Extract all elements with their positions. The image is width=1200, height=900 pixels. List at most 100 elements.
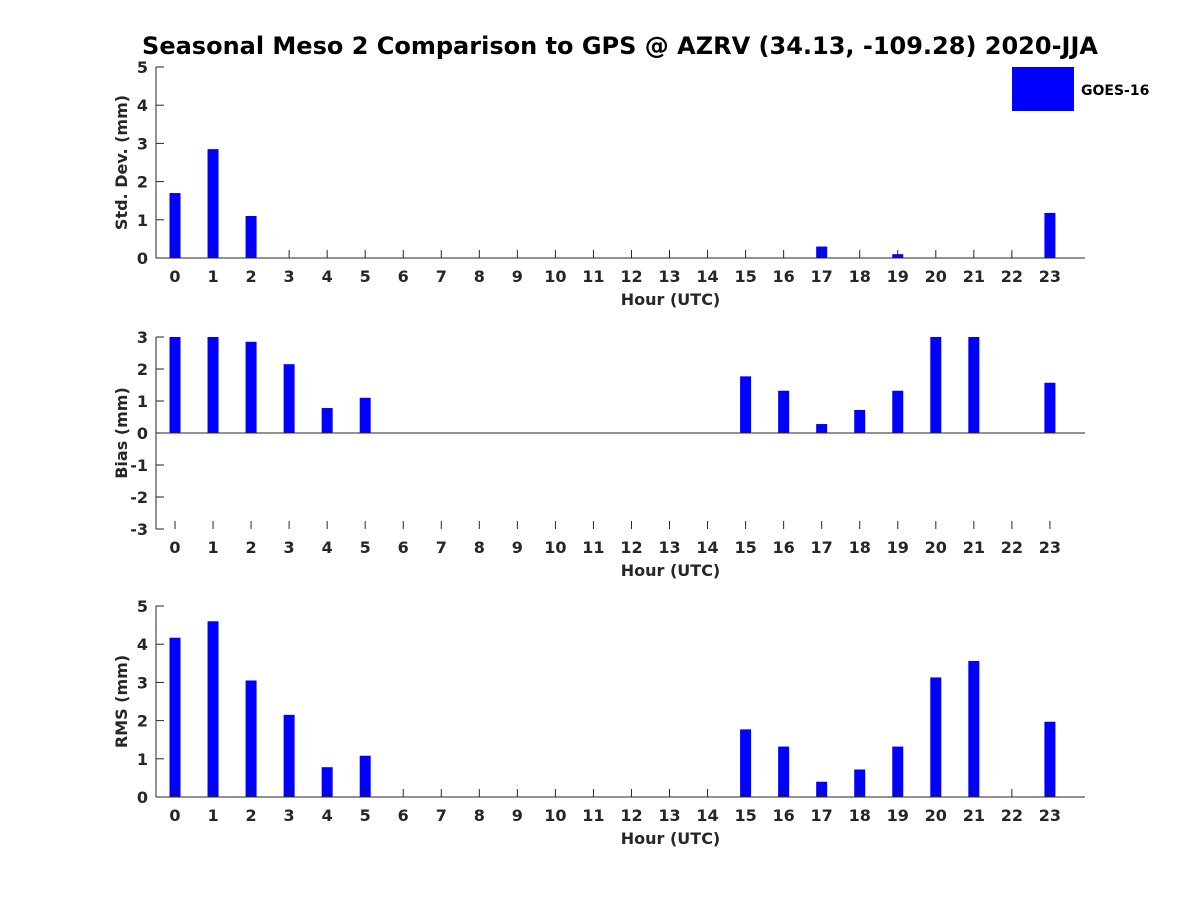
bias-x-tick-label: 21 (963, 538, 985, 557)
rms-y-axis-label: RMS (mm) (112, 655, 131, 748)
bias-y-tick-label: -1 (130, 456, 148, 475)
rms-x-tick-label: 2 (246, 806, 257, 825)
rms-bar-hour-15 (740, 729, 752, 797)
bias-x-tick-label: 16 (773, 538, 795, 557)
rms-x-tick-label: 4 (322, 806, 333, 825)
std-dev-x-tick-label: 3 (284, 267, 295, 286)
rms-x-tick-label: 18 (849, 806, 871, 825)
rms-x-tick-label: 21 (963, 806, 985, 825)
std-dev-x-tick-label: 17 (811, 267, 833, 286)
bias-x-tick-label: 13 (658, 538, 680, 557)
std-dev-x-tick-label: 5 (360, 267, 371, 286)
std-dev-y-tick-label: 0 (137, 249, 148, 268)
rms-x-tick-label: 16 (773, 806, 795, 825)
std-dev-x-tick-label: 1 (207, 267, 218, 286)
std-dev-x-tick-label: 9 (512, 267, 523, 286)
std-dev-x-tick-label: 21 (963, 267, 985, 286)
std-dev-x-tick-label: 2 (246, 267, 257, 286)
std-dev-x-tick-label: 11 (582, 267, 604, 286)
rms-x-tick-label: 8 (474, 806, 485, 825)
bias-x-tick-label: 0 (169, 538, 180, 557)
chart-title: Seasonal Meso 2 Comparison to GPS @ AZRV… (142, 32, 1098, 60)
rms-y-tick-label: 5 (137, 597, 148, 616)
std-dev-x-tick-label: 22 (1001, 267, 1023, 286)
std-dev-x-tick-label: 15 (734, 267, 756, 286)
bias-y-tick-label: 0 (137, 424, 148, 443)
rms-x-tick-label: 12 (620, 806, 642, 825)
rms-x-tick-label: 17 (811, 806, 833, 825)
std-dev-bar-hour-2 (245, 215, 257, 258)
std-dev-bar-hour-1 (207, 149, 219, 258)
rms-x-tick-label: 10 (544, 806, 566, 825)
rms-x-tick-label: 1 (207, 806, 218, 825)
legend-swatch (1012, 67, 1074, 111)
bias-y-axis-label: Bias (mm) (112, 387, 131, 479)
std-dev-y-tick-label: 5 (137, 58, 148, 77)
bias-x-axis-label: Hour (UTC) (621, 561, 721, 580)
rms-bar-hour-4 (321, 767, 333, 797)
bias-x-tick-label: 8 (474, 538, 485, 557)
std-dev-y-tick-label: 4 (137, 96, 148, 115)
rms-x-axis-label: Hour (UTC) (621, 829, 721, 848)
rms-x-tick-label: 3 (284, 806, 295, 825)
std-dev-x-tick-label: 14 (696, 267, 718, 286)
std-dev-y-tick-label: 1 (137, 211, 148, 230)
bias-bar-hour-5 (359, 397, 371, 433)
bias-y-tick-label: 2 (137, 360, 148, 379)
rms-x-tick-label: 7 (436, 806, 447, 825)
std-dev-x-tick-label: 20 (925, 267, 947, 286)
rms-bar-hour-19 (892, 746, 904, 797)
bias-y-tick-label: -2 (130, 488, 148, 507)
bias-x-tick-label: 19 (887, 538, 909, 557)
bias-x-tick-label: 3 (284, 538, 295, 557)
std-dev-x-tick-label: 12 (620, 267, 642, 286)
std-dev-x-tick-label: 19 (887, 267, 909, 286)
bias-x-tick-label: 20 (925, 538, 947, 557)
rms-y-tick-label: 4 (137, 635, 148, 654)
rms-bar-hour-3 (283, 714, 295, 797)
bias-bar-hour-1 (207, 337, 219, 433)
rms-x-tick-label: 20 (925, 806, 947, 825)
std-dev-x-tick-label: 13 (658, 267, 680, 286)
rms-x-tick-label: 9 (512, 806, 523, 825)
bias-bar-hour-4 (321, 408, 333, 433)
rms-x-tick-label: 11 (582, 806, 604, 825)
rms-bar-hour-5 (359, 755, 371, 797)
std-dev-bar-hour-23 (1044, 212, 1056, 258)
bias-x-tick-label: 17 (811, 538, 833, 557)
std-dev-y-tick-label: 3 (137, 134, 148, 153)
bias-x-tick-label: 5 (360, 538, 371, 557)
rms-bar-hour-18 (854, 769, 866, 797)
std-dev-x-tick-label: 18 (849, 267, 871, 286)
bias-x-tick-label: 4 (322, 538, 333, 557)
rms-x-tick-label: 13 (658, 806, 680, 825)
std-dev-x-axis-label: Hour (UTC) (621, 290, 721, 309)
std-dev-x-tick-label: 0 (169, 267, 180, 286)
rms-x-tick-label: 23 (1039, 806, 1061, 825)
rms-x-tick-label: 15 (734, 806, 756, 825)
rms-x-tick-label: 5 (360, 806, 371, 825)
std-dev-x-tick-label: 16 (773, 267, 795, 286)
bias-x-tick-label: 9 (512, 538, 523, 557)
rms-bar-hour-2 (245, 680, 257, 797)
bias-x-tick-label: 23 (1039, 538, 1061, 557)
rms-bar-hour-20 (930, 677, 942, 797)
bias-x-tick-label: 12 (620, 538, 642, 557)
std-dev-x-tick-label: 8 (474, 267, 485, 286)
rms-y-tick-label: 1 (137, 750, 148, 769)
bias-bar-hour-0 (169, 337, 181, 433)
rms-bar-hour-23 (1044, 721, 1056, 797)
bias-bar-hour-18 (854, 409, 866, 433)
legend-label: GOES-16 (1081, 83, 1149, 99)
bias-bar-hour-17 (816, 424, 828, 433)
bias-bar-hour-15 (740, 376, 752, 433)
bias-x-tick-label: 14 (696, 538, 718, 557)
rms-x-tick-label: 19 (887, 806, 909, 825)
std-dev-y-axis-label: Std. Dev. (mm) (112, 95, 131, 230)
std-dev-x-tick-label: 7 (436, 267, 447, 286)
bias-x-tick-label: 1 (207, 538, 218, 557)
bias-x-tick-label: 7 (436, 538, 447, 557)
